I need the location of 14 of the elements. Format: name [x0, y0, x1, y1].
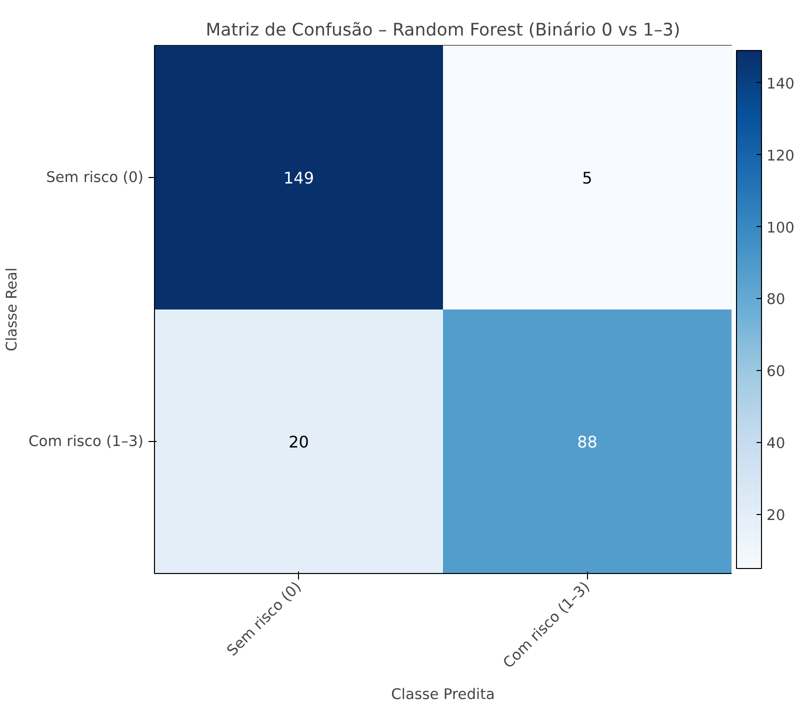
chart-title: Matriz de Confusão – Random Forest (Binário 0 vs 1–3) [206, 20, 680, 40]
data-label: 149 [283, 168, 314, 188]
color-bar-label: 20 [766, 507, 786, 524]
color-bar-label: 80 [766, 291, 786, 308]
data-label: 20 [288, 432, 309, 452]
y-axis-title: Classe Real [4, 268, 21, 352]
x-axis-title: Classe Predita [391, 686, 495, 703]
color-bar-label: 100 [766, 219, 794, 236]
color-bar-label: 40 [766, 435, 786, 452]
color-bar-label: 120 [766, 147, 794, 164]
data-label: 88 [577, 432, 598, 452]
data-label: 5 [582, 168, 592, 188]
color-bar-label: 60 [766, 363, 786, 380]
color-bar-label: 140 [766, 75, 794, 92]
